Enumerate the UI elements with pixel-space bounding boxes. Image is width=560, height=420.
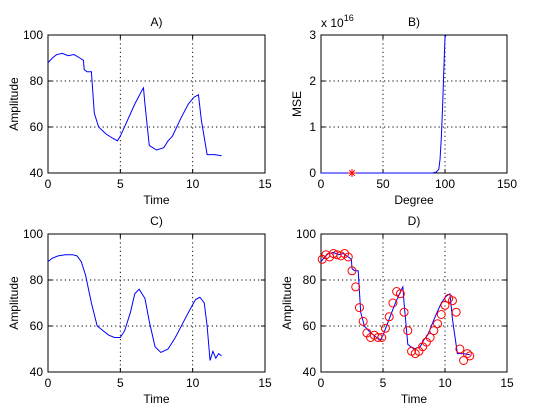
plot-area-c	[47, 233, 266, 373]
y-axis-label-b: MSE	[290, 91, 304, 117]
x-tick-label: 10	[438, 376, 452, 390]
data-point-d	[459, 356, 469, 365]
y-tick-label: 100	[296, 227, 316, 241]
chart-title-b: B)	[408, 15, 420, 29]
panel-c: 0 5 10 15 40 60 80 100 C) Time Amplitude	[7, 214, 272, 406]
x-tick-label: 10	[186, 177, 200, 191]
plot-area-b	[320, 34, 508, 174]
x-tick-label: 100	[435, 177, 455, 191]
data-point-d	[373, 333, 383, 342]
x-tick-label: 15	[258, 177, 272, 191]
y-axis-label-d: Amplitude	[280, 276, 294, 330]
data-point-d	[462, 349, 472, 359]
chart-title-d: D)	[408, 214, 421, 228]
data-point-d	[380, 323, 390, 333]
x-tick-label: 5	[380, 376, 387, 390]
data-point-d	[436, 310, 446, 319]
series-line-a	[48, 52, 222, 157]
data-point-d	[451, 307, 461, 317]
data-point-d	[465, 351, 475, 361]
data-point-d	[429, 326, 439, 336]
y-tick-label: 60	[30, 319, 44, 333]
series-line-c	[48, 254, 222, 361]
x-axis-label-c: Time	[143, 392, 170, 406]
panel-a: 0 5 10 15 40 60 80 100 A) Time Amplitude	[7, 15, 272, 207]
data-point-d	[347, 266, 357, 276]
y-tick-label: 1	[309, 120, 316, 134]
x-tick-label: 5	[117, 177, 124, 191]
y-tick-label: 0	[309, 166, 316, 180]
data-point-d	[433, 319, 443, 329]
y-axis-label-a: Amplitude	[7, 77, 21, 131]
x-tick-label: 10	[186, 376, 200, 390]
x-axis-label-b: Degree	[394, 193, 434, 207]
y-tick-label: 60	[30, 120, 44, 134]
series-line-d	[321, 251, 470, 356]
data-point-d	[395, 289, 405, 299]
data-point-d	[403, 326, 413, 336]
x-tick-label: 0	[318, 376, 325, 390]
y-tick-label: 40	[303, 365, 317, 379]
y-tick-label: 40	[30, 365, 44, 379]
data-point-d	[440, 300, 450, 310]
x-tick-label: 5	[117, 376, 124, 390]
star-marker	[348, 169, 356, 177]
y-tick-label: 80	[303, 273, 317, 287]
y-tick-label: 60	[303, 319, 317, 333]
data-point-d	[377, 333, 387, 342]
data-point-d	[358, 316, 368, 326]
plot-area-a	[47, 34, 266, 174]
y-tick-label: 3	[309, 28, 316, 42]
series-line-b	[321, 34, 447, 174]
y-tick-label: 40	[30, 166, 44, 180]
data-point-d	[399, 307, 409, 317]
star-marker-stroke	[348, 169, 356, 177]
y-tick-label: 80	[30, 74, 44, 88]
chart-title-a: A)	[151, 15, 163, 29]
x-axis-label-d: Time	[401, 392, 428, 406]
x-tick-label: 0	[318, 177, 325, 191]
x-tick-label: 15	[500, 376, 514, 390]
x-tick-label: 0	[45, 177, 52, 191]
y-tick-label: 80	[30, 273, 44, 287]
x-tick-label: 50	[376, 177, 390, 191]
x-tick-label: 0	[45, 376, 52, 390]
data-point-d	[351, 282, 361, 292]
y-tick-label: 100	[23, 28, 43, 42]
data-point-d	[343, 252, 353, 262]
data-point-d	[455, 344, 465, 354]
data-point-d	[384, 312, 394, 322]
x-tick-label: 15	[258, 376, 272, 390]
data-point-d	[388, 298, 398, 308]
chart-title-c: C)	[150, 214, 163, 228]
data-point-d	[447, 296, 457, 306]
panel-d: 0 5 10 15 40 60 80 100 D) Time Amplitude	[280, 214, 514, 406]
x-axis-label-a: Time	[143, 193, 170, 207]
y-tick-label: 100	[23, 227, 43, 241]
y-tick-label: 2	[309, 74, 316, 88]
x-tick-label: 150	[497, 177, 517, 191]
data-point-d	[354, 303, 364, 313]
y-axis-label-c: Amplitude	[7, 276, 21, 330]
data-point-d	[425, 333, 435, 342]
